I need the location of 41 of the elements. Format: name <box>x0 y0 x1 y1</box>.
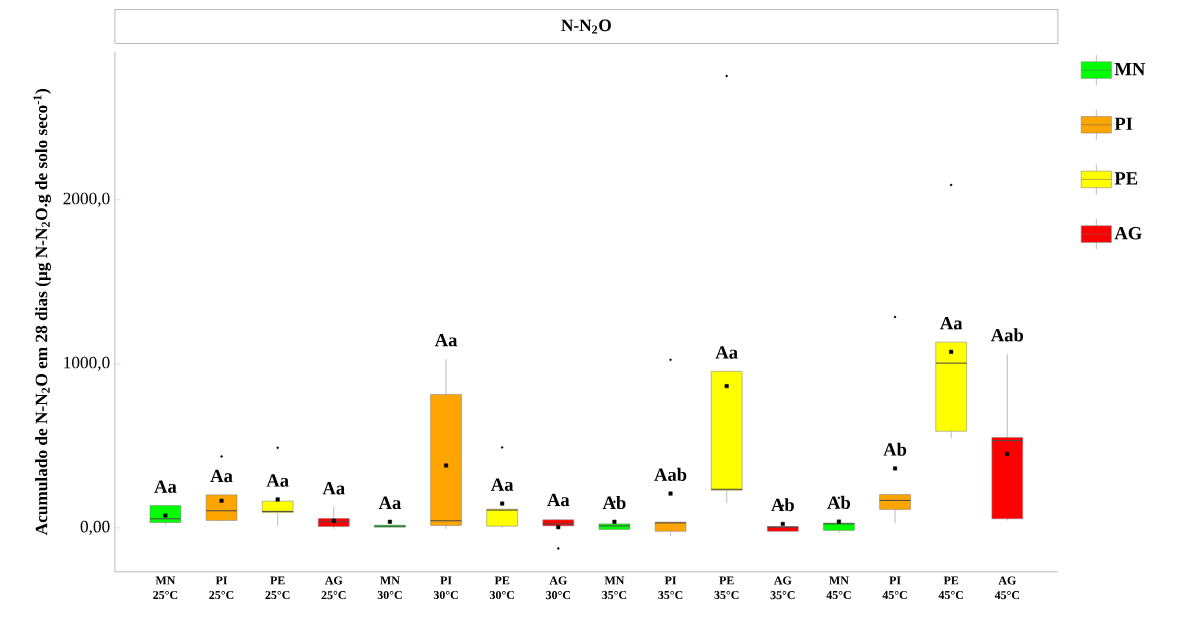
annotation: Aa <box>490 478 514 491</box>
y-axis-title: Acumulado de N-N$_{2}$O em 28 dias (µg N-N$_{2}$O.g de solo seco$^{-1}$) <box>33 89 51 536</box>
annotation: Ab <box>602 496 626 510</box>
x-tick-label: MN 35°C <box>602 576 627 600</box>
annotation: Aa <box>940 317 963 330</box>
x-tick-label: PI 25°C <box>209 576 234 600</box>
annotation: Aab <box>654 467 687 481</box>
x-tick-label: PE 35°C <box>714 576 739 600</box>
x-tick-label: PE 30°C <box>489 576 514 600</box>
x-tick-label: MN 30°C <box>377 576 402 600</box>
legend-label: PE <box>1114 172 1138 185</box>
x-tick-label: PI 30°C <box>433 576 458 600</box>
annotation: Aa <box>715 346 738 359</box>
x-tick-label: MN 25°C <box>153 576 178 600</box>
annotation: Aa <box>378 496 401 510</box>
annotation: Aab <box>990 328 1024 342</box>
y-tick-label: 2000,0 <box>63 192 110 207</box>
y-tick-label: 1000,0 <box>64 356 110 371</box>
x-tick-label: AG 35°C <box>770 576 795 600</box>
y-tick-label: 0,00 <box>80 520 110 535</box>
annotation: Ab <box>827 495 851 509</box>
x-tick-label: AG 30°C <box>546 576 571 600</box>
annotation: Aa <box>210 469 233 483</box>
annotation: Aa <box>266 474 289 487</box>
x-tick-label: AG 25°C <box>321 576 346 600</box>
x-tick-label: PI 35°C <box>658 576 683 600</box>
x-tick-label: PI 45°C <box>882 576 907 600</box>
legend-label: PI <box>1114 117 1133 130</box>
annotation: Ab <box>771 498 794 512</box>
x-tick-label: MN 45°C <box>826 576 851 600</box>
annotation: Aa <box>322 482 345 495</box>
annotation: Aa <box>547 493 570 507</box>
annotation: Ab <box>883 442 907 456</box>
legend-label: MN <box>1114 63 1146 76</box>
x-tick-label: AG 45°C <box>994 576 1020 600</box>
annotation: Aa <box>434 333 458 347</box>
x-tick-label: PE 45°C <box>938 576 963 600</box>
chart-title: N-N$_{2}$O <box>561 19 611 34</box>
legend-label: AG <box>1114 226 1142 240</box>
x-tick-label: PE 25°C <box>265 576 290 600</box>
annotation: Aa <box>154 480 177 493</box>
